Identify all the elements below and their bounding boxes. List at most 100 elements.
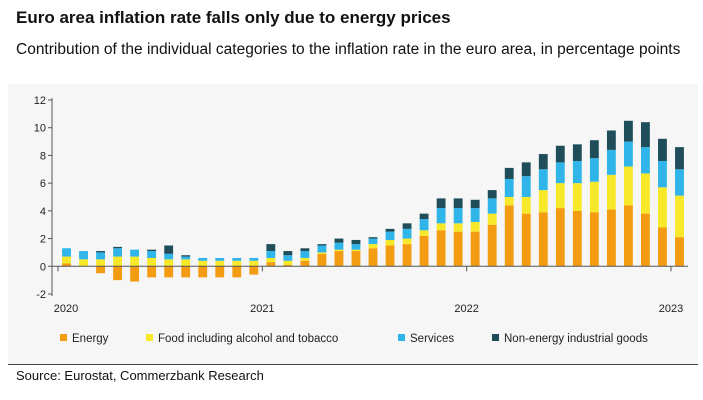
- bar-segment-energy: [487, 224, 497, 267]
- bar-segment-services: [641, 147, 650, 174]
- bar-segment-non-energy-industrial-goods: [436, 198, 446, 209]
- bar-segment-services: [385, 231, 395, 240]
- bar-segment-energy: [641, 213, 650, 267]
- bar-segment-non-energy-industrial-goods: [385, 228, 395, 232]
- bar-segment-energy: [164, 266, 174, 278]
- x-tick-label: 2022: [454, 303, 478, 315]
- bar-segment-non-energy-industrial-goods: [555, 145, 565, 163]
- bar-segment-services: [606, 149, 616, 175]
- x-tick-label: 2023: [659, 303, 683, 315]
- bar-segment-energy: [334, 251, 344, 267]
- bar-segment-services: [675, 169, 684, 196]
- bar-segment-food-including-alcohol-and-tobacco: [147, 257, 157, 267]
- y-tick-label: 2: [40, 234, 46, 246]
- bar-segment-food-including-alcohol-and-tobacco: [113, 256, 123, 267]
- bar-segment-food-including-alcohol-and-tobacco: [402, 238, 412, 245]
- bar-segment-food-including-alcohol-and-tobacco: [385, 239, 395, 246]
- bar-segment-non-energy-industrial-goods: [538, 154, 548, 170]
- bar-segment-non-energy-industrial-goods: [266, 244, 276, 252]
- source-note: Source: Eurostat, Commerzbank Research: [16, 368, 264, 383]
- bar-segment-energy: [249, 266, 259, 275]
- bar-segment-energy: [504, 205, 514, 267]
- legend-label: Food including alcohol and tobacco: [158, 333, 338, 345]
- bar-segment-services: [317, 245, 327, 253]
- y-tick-label: 4: [40, 206, 46, 218]
- x-axis: 2020 2021 2022 2023: [52, 265, 688, 315]
- bar-segment-energy: [385, 245, 395, 267]
- legend-label: Non-energy industrial goods: [504, 333, 648, 345]
- bar-segment-services: [538, 169, 548, 191]
- legend-label: Energy: [72, 333, 109, 345]
- bar-segment-non-energy-industrial-goods: [521, 162, 531, 177]
- bar-segment-non-energy-industrial-goods: [402, 223, 412, 229]
- bar-segment-energy: [232, 266, 242, 278]
- bar-segment-food-including-alcohol-and-tobacco: [589, 181, 599, 213]
- bar-segment-non-energy-industrial-goods: [419, 213, 429, 220]
- bar-segment-services: [453, 208, 463, 224]
- bar-segment-food-including-alcohol-and-tobacco: [62, 256, 71, 264]
- bar-segment-services: [249, 257, 259, 261]
- bar-segment-energy: [606, 209, 616, 267]
- bar-segment-energy: [266, 262, 276, 267]
- bar-segment-energy: [658, 227, 667, 267]
- bar-segment-energy: [96, 266, 105, 274]
- bar-segment-non-energy-industrial-goods: [658, 138, 667, 161]
- bar-segment-services: [232, 257, 242, 261]
- bar-segment-food-including-alcohol-and-tobacco: [351, 249, 361, 252]
- bar-segment-energy: [555, 208, 565, 267]
- y-axis: -2 0 2 4 6 8 10 12: [34, 95, 53, 301]
- bar-segment-services: [215, 257, 225, 261]
- bar-segment-services: [130, 249, 140, 257]
- bar-segment-food-including-alcohol-and-tobacco: [130, 256, 140, 267]
- y-tick-label: 10: [34, 123, 46, 135]
- bar-segment-services: [300, 251, 310, 258]
- bar-segment-services: [113, 248, 123, 257]
- bar-segment-energy: [317, 253, 327, 267]
- legend-swatch: [492, 334, 499, 341]
- bar-segment-services: [589, 158, 599, 182]
- bar-segment-food-including-alcohol-and-tobacco: [181, 259, 191, 267]
- bar-segment-services: [419, 219, 429, 231]
- bar-segment-food-including-alcohol-and-tobacco: [368, 244, 378, 249]
- bar-segment-non-energy-industrial-goods: [623, 120, 633, 142]
- bar-segment-services: [266, 251, 276, 258]
- bar-segment-services: [623, 141, 633, 167]
- bar-segment-services: [504, 178, 514, 197]
- bar-segment-services: [147, 251, 157, 258]
- x-tick-label: 2021: [250, 303, 274, 315]
- bar-segment-non-energy-industrial-goods: [572, 144, 582, 161]
- bar-segment-food-including-alcohol-and-tobacco: [572, 183, 582, 211]
- bar-segment-energy: [623, 205, 633, 267]
- legend-swatch: [146, 334, 153, 341]
- bar-segment-services: [181, 256, 191, 260]
- bar-segment-food-including-alcohol-and-tobacco: [487, 213, 497, 225]
- bar-segment-services: [351, 244, 361, 250]
- bar-segment-non-energy-industrial-goods: [606, 130, 616, 150]
- bar-segment-non-energy-industrial-goods: [113, 246, 123, 249]
- bar-segment-food-including-alcohol-and-tobacco: [79, 259, 88, 267]
- bar-segment-energy: [675, 237, 684, 267]
- bar-segment-food-including-alcohol-and-tobacco: [521, 197, 531, 214]
- bar-segment-energy: [470, 231, 480, 267]
- bar-segment-non-energy-industrial-goods: [589, 140, 599, 159]
- bar-segment-food-including-alcohol-and-tobacco: [215, 260, 225, 267]
- bar-segment-non-energy-industrial-goods: [283, 251, 293, 256]
- bar-segment-energy: [538, 212, 548, 267]
- legend-swatch: [60, 334, 67, 341]
- bar-segment-energy: [198, 266, 208, 278]
- bar-segment-food-including-alcohol-and-tobacco: [249, 260, 259, 267]
- bar-segment-non-energy-industrial-goods: [334, 238, 344, 243]
- bar-segment-energy: [589, 212, 599, 267]
- bar-segment-food-including-alcohol-and-tobacco: [436, 223, 446, 231]
- footer-divider: [8, 364, 698, 365]
- bar-segment-energy: [402, 244, 412, 267]
- chart-panel: -2 0 2 4 6 8 10 12 2020 2021 2022 2023 Energy Food …: [8, 84, 698, 364]
- bar-segment-energy: [572, 210, 582, 267]
- bar-segment-energy: [130, 266, 140, 282]
- bar-segment-services: [436, 208, 446, 224]
- bar-segment-food-including-alcohol-and-tobacco: [658, 187, 667, 228]
- bar-segment-energy: [453, 231, 463, 267]
- y-tick-label: 12: [34, 95, 46, 107]
- bar-segment-energy: [215, 266, 225, 278]
- bars-group: [62, 120, 684, 282]
